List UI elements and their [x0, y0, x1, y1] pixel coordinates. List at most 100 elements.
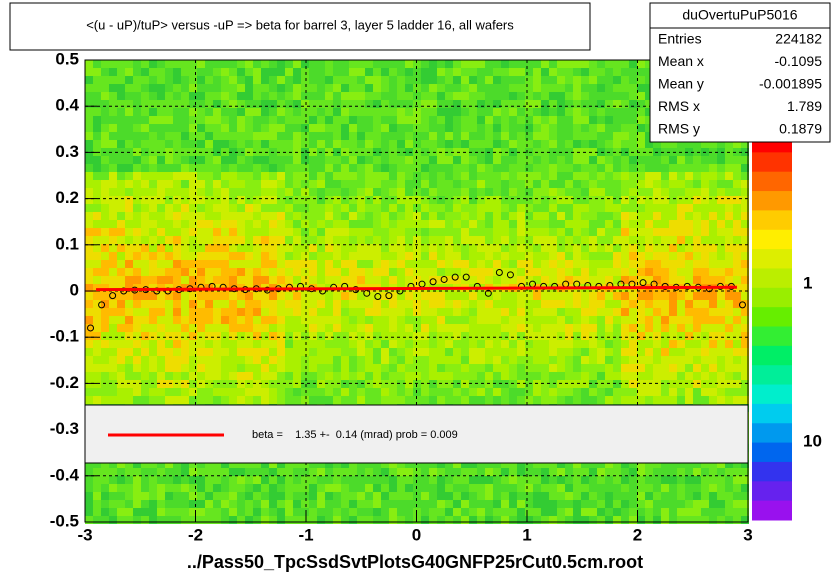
- heat-cell: [645, 196, 653, 204]
- heat-cell: [197, 508, 205, 516]
- heat-cell: [733, 324, 741, 332]
- heat-cell: [565, 356, 573, 364]
- heat-cell: [597, 340, 605, 348]
- heat-cell: [149, 372, 157, 380]
- heat-cell: [189, 156, 197, 164]
- heat-cell: [261, 68, 269, 76]
- heat-cell: [605, 380, 613, 388]
- heat-cell: [509, 460, 517, 468]
- heat-cell: [621, 212, 629, 220]
- heat-cell: [173, 236, 181, 244]
- heat-cell: [285, 324, 293, 332]
- heat-cell: [525, 92, 533, 100]
- heat-cell: [509, 324, 517, 332]
- heat-cell: [173, 516, 181, 524]
- heat-cell: [221, 356, 229, 364]
- heat-cell: [349, 500, 357, 508]
- heat-cell: [453, 388, 461, 396]
- heat-cell: [229, 220, 237, 228]
- heat-cell: [357, 364, 365, 372]
- heat-cell: [557, 260, 565, 268]
- heat-cell: [621, 316, 629, 324]
- heat-cell: [557, 508, 565, 516]
- heat-cell: [629, 236, 637, 244]
- heat-cell: [533, 196, 541, 204]
- heat-cell: [117, 60, 125, 68]
- heat-cell: [181, 492, 189, 500]
- heat-cell: [501, 300, 509, 308]
- heat-cell: [613, 60, 621, 68]
- heat-cell: [533, 116, 541, 124]
- heat-cell: [301, 108, 309, 116]
- heat-cell: [173, 116, 181, 124]
- heat-cell: [213, 396, 221, 404]
- heat-cell: [405, 68, 413, 76]
- heat-cell: [349, 204, 357, 212]
- heat-cell: [629, 364, 637, 372]
- heat-cell: [453, 356, 461, 364]
- heat-cell: [197, 364, 205, 372]
- heat-cell: [229, 244, 237, 252]
- heat-cell: [333, 92, 341, 100]
- heat-cell: [301, 492, 309, 500]
- heat-cell: [373, 116, 381, 124]
- heat-cell: [197, 380, 205, 388]
- heat-cell: [237, 236, 245, 244]
- heat-cell: [205, 68, 213, 76]
- heat-cell: [541, 484, 549, 492]
- heat-cell: [597, 108, 605, 116]
- heat-cell: [333, 164, 341, 172]
- heat-cell: [469, 476, 477, 484]
- heat-cell: [93, 92, 101, 100]
- heat-cell: [421, 372, 429, 380]
- heat-cell: [661, 516, 669, 524]
- heat-cell: [133, 180, 141, 188]
- heat-cell: [109, 388, 117, 396]
- heat-cell: [669, 236, 677, 244]
- heat-cell: [677, 396, 685, 404]
- heat-cell: [117, 84, 125, 92]
- heat-cell: [597, 100, 605, 108]
- heat-cell: [525, 492, 533, 500]
- heat-cell: [685, 188, 693, 196]
- heat-cell: [373, 340, 381, 348]
- heat-cell: [437, 380, 445, 388]
- heat-cell: [197, 236, 205, 244]
- heat-cell: [301, 132, 309, 140]
- heat-cell: [85, 372, 93, 380]
- heat-cell: [141, 340, 149, 348]
- heat-cell: [525, 180, 533, 188]
- heat-cell: [557, 364, 565, 372]
- heat-cell: [661, 396, 669, 404]
- heat-cell: [109, 140, 117, 148]
- heat-cell: [101, 356, 109, 364]
- heat-cell: [197, 484, 205, 492]
- heat-cell: [173, 276, 181, 284]
- heat-cell: [205, 292, 213, 300]
- heat-cell: [373, 460, 381, 468]
- heat-cell: [85, 220, 93, 228]
- heat-cell: [189, 180, 197, 188]
- heat-cell: [581, 308, 589, 316]
- heat-cell: [461, 508, 469, 516]
- heat-cell: [621, 460, 629, 468]
- heat-cell: [157, 188, 165, 196]
- heat-cell: [253, 300, 261, 308]
- chart-title: <(u - uP)/tuP> versus -uP => beta for ba…: [86, 17, 514, 32]
- heat-cell: [221, 348, 229, 356]
- heat-cell: [613, 196, 621, 204]
- heat-cell: [549, 276, 557, 284]
- heat-cell: [93, 300, 101, 308]
- heat-cell: [653, 220, 661, 228]
- heat-cell: [549, 324, 557, 332]
- heat-cell: [549, 340, 557, 348]
- heat-cell: [429, 348, 437, 356]
- heat-cell: [693, 244, 701, 252]
- heat-cell: [461, 196, 469, 204]
- stats-key: Entries: [658, 31, 702, 47]
- heat-cell: [389, 396, 397, 404]
- heat-cell: [189, 500, 197, 508]
- heat-cell: [413, 84, 421, 92]
- heat-cell: [213, 188, 221, 196]
- heat-cell: [333, 172, 341, 180]
